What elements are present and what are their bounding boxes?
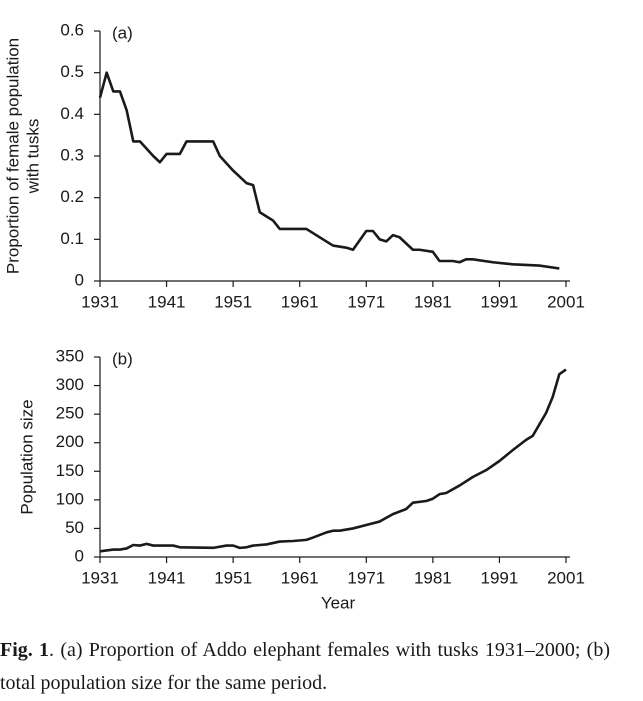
panel-label: (b) xyxy=(112,349,133,368)
x-tick-label: 1941 xyxy=(148,292,186,311)
x-tick-label: 1981 xyxy=(414,568,452,587)
x-tick-label: 1931 xyxy=(81,292,119,311)
x-tick-label: 1981 xyxy=(414,292,452,311)
x-tick-label: 1961 xyxy=(281,292,319,311)
x-tick-label: 1961 xyxy=(281,568,319,587)
caption: Fig. 1. (a) Proportion of Addo elephant … xyxy=(0,634,610,700)
y-tick-label: 0.4 xyxy=(60,104,84,123)
y-tick-label: 200 xyxy=(56,432,84,451)
y-tick-label: 0.6 xyxy=(60,20,84,39)
y-tick-label: 0 xyxy=(75,546,84,565)
x-tick-label: 2001 xyxy=(547,292,585,311)
y-tick-label: 0.1 xyxy=(60,229,84,248)
y-tick-label: 100 xyxy=(56,489,84,508)
y-tick-label: 250 xyxy=(56,404,84,423)
y-tick-label: 0.3 xyxy=(60,145,84,164)
x-tick-label: 1991 xyxy=(481,292,519,311)
y-axis-label: Proportion of female population xyxy=(3,38,22,274)
x-tick-label: 1971 xyxy=(347,292,385,311)
figure: 0 0.1 0.2 0.3 0.4 0.5 0.6 1931 1941 1951 1961 1971 1… xyxy=(3,20,585,612)
caption-label: Fig. 1 xyxy=(0,639,50,661)
caption-text: . (a) Proportion of Addo elephant female… xyxy=(0,639,610,694)
y-tick-label: 350 xyxy=(56,346,84,365)
x-tick-label: 1941 xyxy=(148,568,186,587)
x-tick-label: 2001 xyxy=(547,568,585,587)
y-axis-label: with tusks xyxy=(23,119,42,195)
y-tick-label: 300 xyxy=(56,375,84,394)
y-tick-label: 0.2 xyxy=(60,187,84,206)
y-tick-label: 50 xyxy=(65,518,84,537)
x-tick-label: 1931 xyxy=(81,568,119,587)
data-line xyxy=(99,368,567,553)
panel-label: (a) xyxy=(112,23,133,42)
x-tick-label: 1951 xyxy=(214,292,252,311)
x-tick-label: 1971 xyxy=(347,568,385,587)
y-axis-label: Population size xyxy=(17,399,36,514)
y-tick-label: 150 xyxy=(56,461,84,480)
x-tick-label: 1951 xyxy=(214,568,252,587)
x-tick-label: 1991 xyxy=(481,568,519,587)
x-axis-label: Year xyxy=(321,593,356,612)
data-line xyxy=(98,71,560,270)
y-tick-label: 0.5 xyxy=(60,62,84,81)
y-tick-label: 0 xyxy=(75,270,84,289)
